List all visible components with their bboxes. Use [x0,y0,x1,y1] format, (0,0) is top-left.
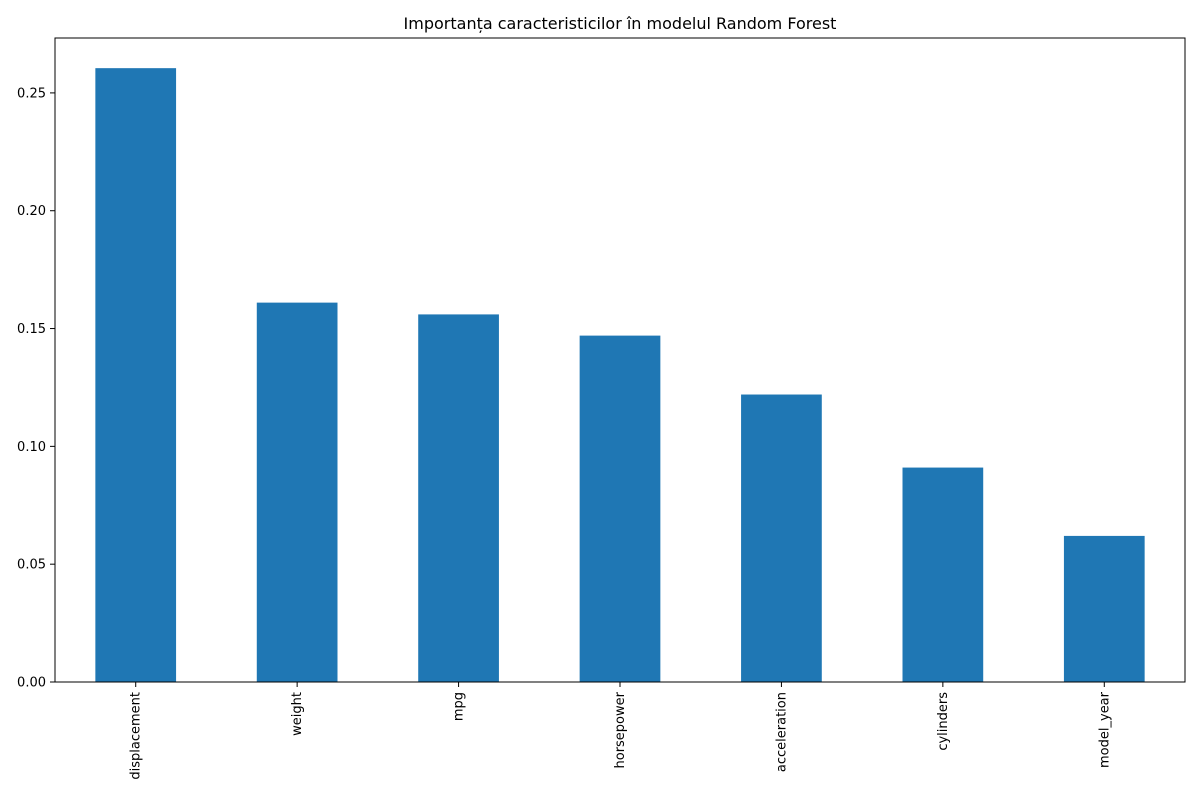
y-tick-label: 0.15 [17,322,46,337]
x-tick-label-cylinders: cylinders [936,692,951,751]
bar-cylinders [902,467,984,682]
y-tick-label: 0.05 [17,558,46,573]
bar-displacement [95,68,177,682]
bar-acceleration [741,394,822,682]
y-tick-label: 0.25 [17,86,46,101]
bar-weight [256,302,338,682]
chart-title: Importanța caracteristicilor în modelul … [404,14,837,33]
x-tick-label-acceleration: acceleration [774,692,789,772]
x-tick-label-displacement: displacement [129,692,144,780]
y-tick-label: 0.00 [17,676,46,691]
bar-model_year [1063,535,1145,682]
bar-horsepower [579,335,661,682]
y-axis: 0.00 0.05 0.10 0.15 0.20 0.25 [17,86,55,691]
x-tick-label-weight: weight [290,692,305,736]
plot-frame [54,37,1186,683]
x-axis: displacement weight mpg horsepower accelerat… [129,682,1112,780]
y-tick-label: 0.10 [17,440,46,455]
x-tick-label-mpg: mpg [452,692,467,721]
bar-mpg [418,314,499,682]
x-tick-label-horsepower: horsepower [613,691,628,768]
y-tick-label: 0.20 [17,204,46,219]
bars-group [95,68,1145,682]
x-tick-label-model_year: model_year [1097,691,1112,768]
